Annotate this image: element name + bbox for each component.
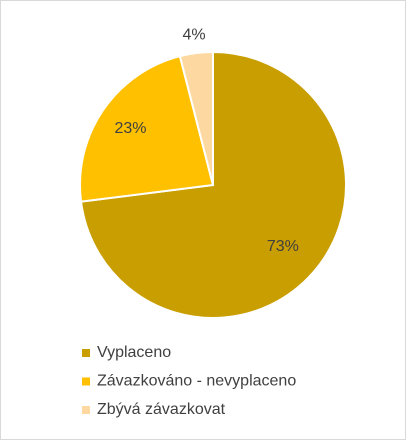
legend-label: Závazkováno - nevyplaceno xyxy=(97,373,296,390)
data-label: 23% xyxy=(114,120,146,137)
data-label: 73% xyxy=(267,238,299,255)
legend-label: Vyplaceno xyxy=(97,344,171,361)
legend-label: Zbývá závazkovat xyxy=(97,401,226,418)
pie-slice xyxy=(79,54,215,203)
pie-slice xyxy=(178,50,214,186)
legend-swatch xyxy=(82,349,90,357)
legend-swatch xyxy=(82,377,90,386)
data-label: 4% xyxy=(183,26,206,43)
legend-swatch xyxy=(82,406,90,414)
